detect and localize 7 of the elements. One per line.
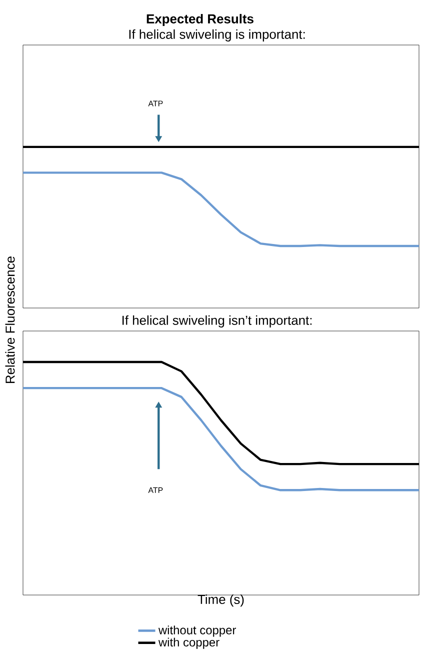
chart-title: If helical swiveling isn’t important: (122, 315, 312, 328)
x-axis-title: Time (s) (198, 594, 244, 607)
legend-label: with copper (158, 638, 220, 649)
chart-subtitle: If helical swiveling is important: (129, 29, 305, 42)
chart-title: Expected Results (146, 14, 254, 26)
legend-label: without copper (158, 626, 236, 637)
y-axis-title: Relative Fluorescence (5, 256, 15, 383)
